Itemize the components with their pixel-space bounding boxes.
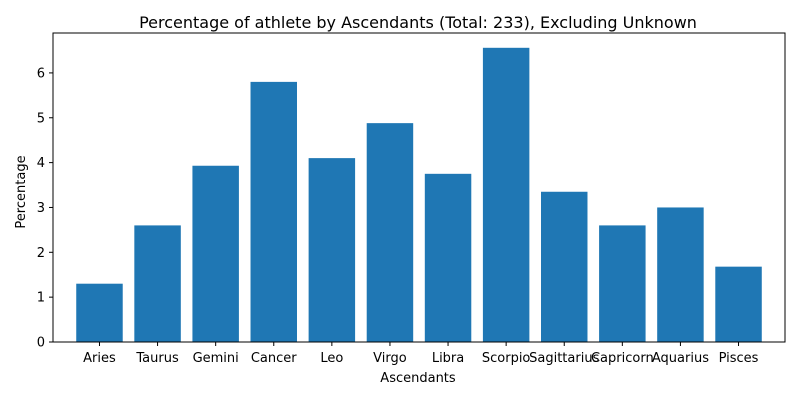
- bar-virgo: [366, 123, 414, 342]
- x-tick-label: Sagittarius: [529, 351, 599, 366]
- bar-leo: [308, 158, 356, 342]
- x-tick-label: Taurus: [135, 351, 179, 366]
- x-tick-label: Scorpio: [482, 351, 531, 366]
- y-tick-label: 4: [37, 156, 45, 171]
- x-tick-label: Leo: [320, 351, 343, 366]
- bars-group: [76, 47, 762, 343]
- bar-scorpio: [482, 47, 530, 343]
- x-tick-label: Cancer: [251, 351, 297, 366]
- bar-gemini: [192, 165, 239, 342]
- x-tick-label: Capricorn: [591, 351, 654, 366]
- bar-aquarius: [657, 207, 704, 342]
- y-tick-label: 2: [37, 246, 45, 261]
- x-tick-label: Pisces: [719, 351, 759, 366]
- y-axis-ticks: 0 1 2 3 4 5 6: [37, 66, 53, 351]
- plot-frame: [52, 32, 786, 343]
- bar-cancer: [250, 81, 297, 342]
- x-tick-label: Virgo: [373, 351, 407, 366]
- bar-pisces: [715, 266, 762, 342]
- y-tick-label: 5: [37, 111, 45, 126]
- chart-title: Percentage of athlete by Ascendants (Tot…: [139, 13, 697, 32]
- bar-libra: [424, 173, 472, 342]
- bar-taurus: [134, 225, 181, 342]
- x-tick-label: Aquarius: [652, 351, 709, 366]
- x-tick-label: Libra: [432, 351, 464, 366]
- bar-sagittarius: [541, 191, 588, 342]
- y-tick-label: 0: [37, 336, 45, 351]
- x-axis-ticks: Aries Taurus Gemini Cancer Leo Virgo Libra Scor…: [83, 342, 759, 366]
- bar-capricorn: [599, 225, 646, 342]
- y-tick-label: 1: [37, 291, 45, 306]
- y-axis-title: Percentage: [14, 155, 29, 228]
- x-tick-label: Aries: [83, 351, 116, 366]
- bar-aries: [76, 283, 123, 342]
- y-tick-label: 6: [37, 66, 45, 81]
- y-tick-label: 3: [37, 201, 45, 216]
- x-tick-label: Gemini: [193, 351, 239, 366]
- x-axis-title: Ascendants: [380, 371, 456, 386]
